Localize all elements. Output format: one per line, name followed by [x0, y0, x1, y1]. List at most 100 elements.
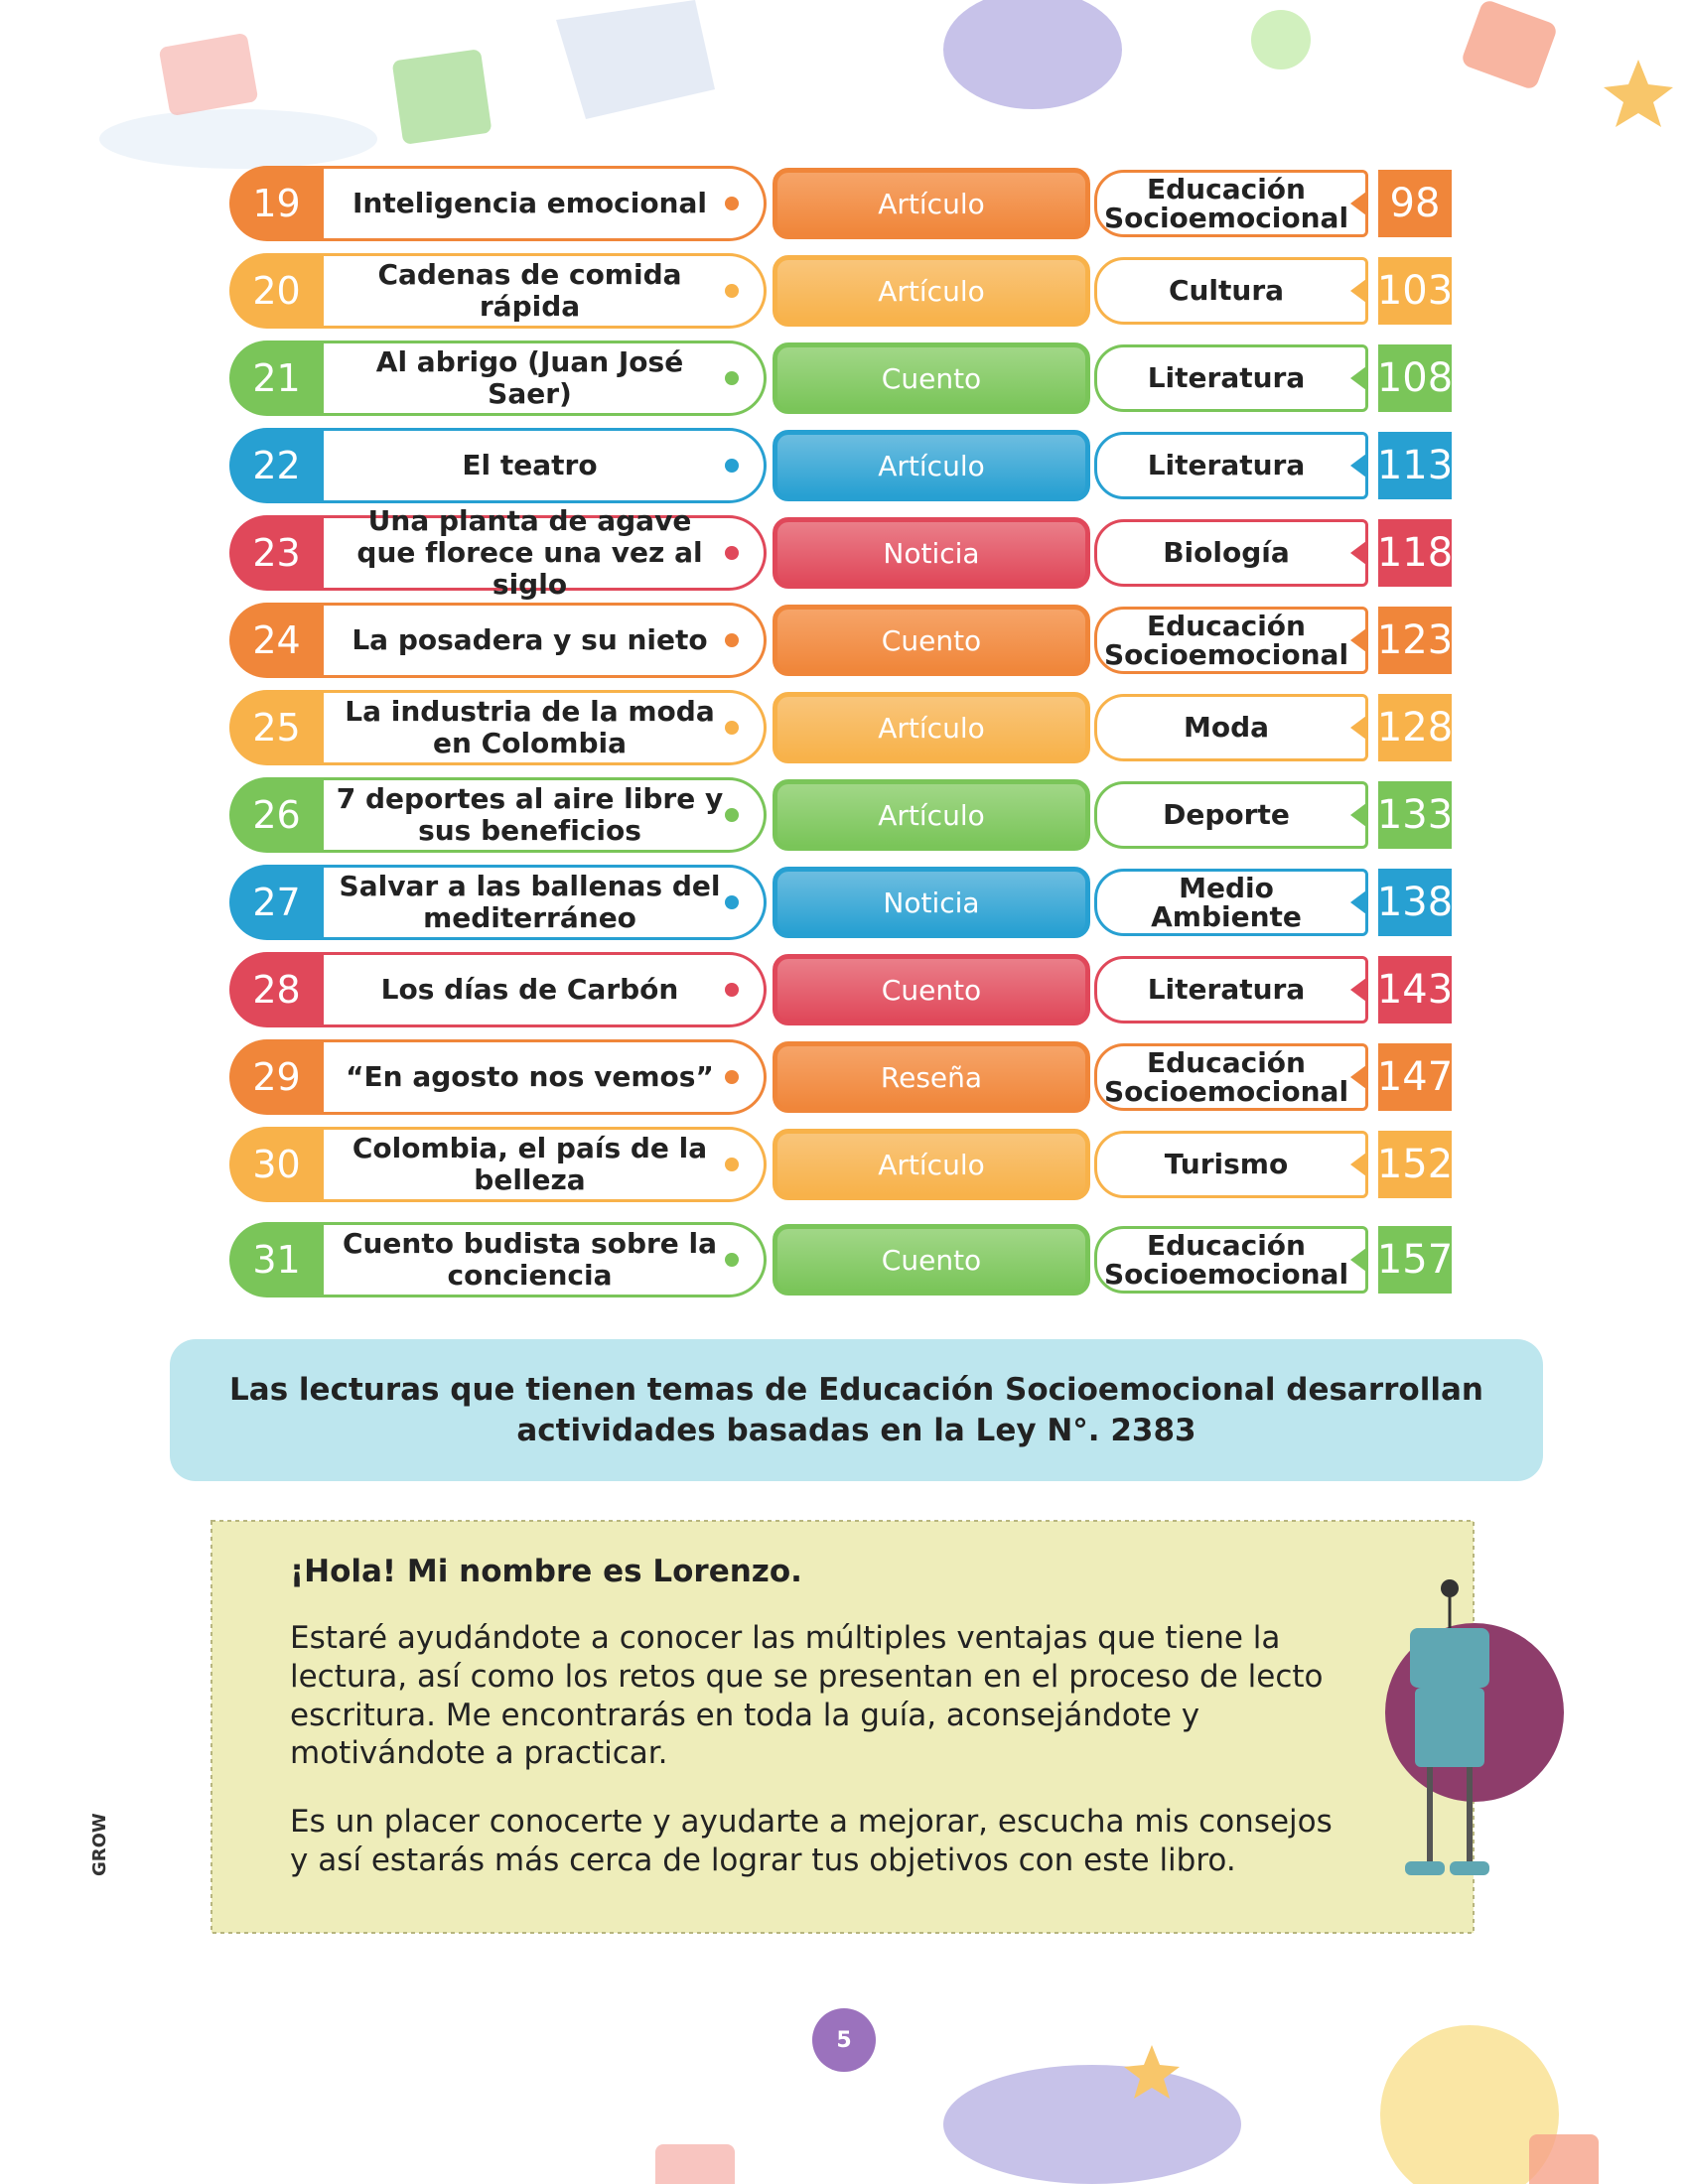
item-type: Artículo: [773, 168, 1090, 239]
item-number: 26: [229, 777, 324, 853]
item-number: 27: [229, 865, 324, 940]
item-number: 28: [229, 952, 324, 1027]
item-type: Noticia: [773, 517, 1090, 589]
bullet-dot: [725, 197, 739, 210]
bullet-dot: [725, 371, 739, 385]
item-title: Cadenas de comida rápida: [324, 253, 767, 329]
pointer: [1350, 1065, 1366, 1089]
greeting: ¡Hola! Mi nombre es Lorenzo.: [290, 1554, 802, 1589]
pointer: [1350, 890, 1366, 914]
item-number: 20: [229, 253, 324, 329]
item-subject: Literatura: [1094, 956, 1368, 1024]
bullet-dot: [725, 459, 739, 473]
item-type: Reseña: [773, 1041, 1090, 1113]
item-subject: Educación Socioemocional: [1094, 170, 1368, 237]
item-title: Salvar a las ballenas del mediterráneo: [324, 865, 767, 940]
pointer: [1350, 1153, 1366, 1176]
item-number: 24: [229, 603, 324, 678]
item-page: 147: [1377, 1043, 1453, 1111]
pointer: [1350, 716, 1366, 740]
item-subject: Literatura: [1094, 344, 1368, 412]
item-title: La industria de la moda en Colombia: [324, 690, 767, 765]
paragraph: Estaré ayudándote a conocer las múltiple…: [290, 1620, 1324, 1772]
pointer: [1350, 541, 1366, 565]
item-subject: Cultura: [1094, 257, 1368, 325]
item-type: Artículo: [773, 430, 1090, 501]
item-number: 30: [229, 1127, 324, 1202]
item-number: 31: [229, 1222, 324, 1297]
item-page: 128: [1377, 694, 1453, 761]
item-number: 21: [229, 341, 324, 416]
item-type: Artículo: [773, 1129, 1090, 1200]
pointer: [1350, 803, 1366, 827]
pointer: [1350, 366, 1366, 390]
bullet-dot: [725, 284, 739, 298]
item-page: 108: [1377, 344, 1453, 412]
pointer: [1350, 454, 1366, 478]
pointer: [1350, 978, 1366, 1002]
item-title: Los días de Carbón: [324, 952, 767, 1027]
bullet-dot: [725, 546, 739, 560]
item-title: Colombia, el país de la belleza: [324, 1127, 767, 1202]
robot-illustration: [1385, 1579, 1564, 1875]
bullet-dot: [725, 1253, 739, 1267]
item-type: Cuento: [773, 605, 1090, 676]
bullet-dot: [725, 1158, 739, 1171]
item-title: La posadera y su nieto: [324, 603, 767, 678]
item-title: Inteligencia emocional: [324, 166, 767, 241]
pointer: [1350, 279, 1366, 303]
item-page: 152: [1377, 1131, 1453, 1198]
item-page: 98: [1378, 170, 1452, 237]
item-subject: Educación Socioemocional: [1094, 1043, 1368, 1111]
pointer: [1350, 628, 1366, 652]
bullet-dot: [725, 983, 739, 997]
item-type: Artículo: [773, 779, 1090, 851]
item-number: 29: [229, 1039, 324, 1115]
page-number: 5: [836, 2027, 852, 2053]
item-page: 133: [1377, 781, 1453, 849]
item-page: 113: [1377, 432, 1453, 499]
brand-logo: GROW: [89, 1813, 110, 1876]
item-subject: Educación Socioemocional: [1094, 1226, 1368, 1294]
item-title: 7 deportes al aire libre y sus beneficio…: [324, 777, 767, 853]
item-number: 25: [229, 690, 324, 765]
bullet-dot: [725, 808, 739, 822]
item-subject: Moda: [1094, 694, 1368, 761]
item-type: Noticia: [773, 867, 1090, 938]
item-page: 138: [1377, 869, 1453, 936]
lorenzo-text: ¡Hola! Mi nombre es Lorenzo. Estaré ayud…: [290, 1554, 1352, 1880]
item-subject: Literatura: [1094, 432, 1368, 499]
item-type: Artículo: [773, 255, 1090, 327]
item-title: Una planta de agave que florece una vez …: [324, 504, 767, 601]
item-title: “En agosto nos vemos”: [324, 1039, 767, 1115]
note: Las lecturas que tienen temas de Educaci…: [229, 1372, 1483, 1448]
item-title: El teatro: [324, 428, 767, 503]
item-type: Artículo: [773, 692, 1090, 763]
item-number: 23: [229, 515, 324, 591]
bullet-dot: [725, 633, 739, 647]
item-subject: Medio Ambiente: [1094, 869, 1368, 936]
item-number: 22: [229, 428, 324, 503]
bullet-dot: [725, 1070, 739, 1084]
item-page: 103: [1377, 257, 1453, 325]
item-type: Cuento: [773, 342, 1090, 414]
item-subject: Deporte: [1094, 781, 1368, 849]
pointer: [1350, 192, 1366, 215]
item-title: Cuento budista sobre la conciencia: [324, 1222, 767, 1297]
paragraph: Es un placer conocerte y ayudarte a mejo…: [290, 1804, 1333, 1878]
item-subject: Turismo: [1094, 1131, 1368, 1198]
pointer: [1350, 1248, 1366, 1272]
item-page: 123: [1377, 607, 1453, 674]
item-subject: Biología: [1094, 519, 1368, 587]
item-page: 157: [1377, 1226, 1453, 1294]
item-type: Cuento: [773, 954, 1090, 1025]
item-subject: Educación Socioemocional: [1094, 607, 1368, 674]
bullet-dot: [725, 721, 739, 735]
item-type: Cuento: [773, 1224, 1090, 1296]
item-page: 118: [1377, 519, 1453, 587]
item-title: Al abrigo (Juan José Saer): [324, 341, 767, 416]
bullet-dot: [725, 895, 739, 909]
item-page: 143: [1377, 956, 1453, 1024]
